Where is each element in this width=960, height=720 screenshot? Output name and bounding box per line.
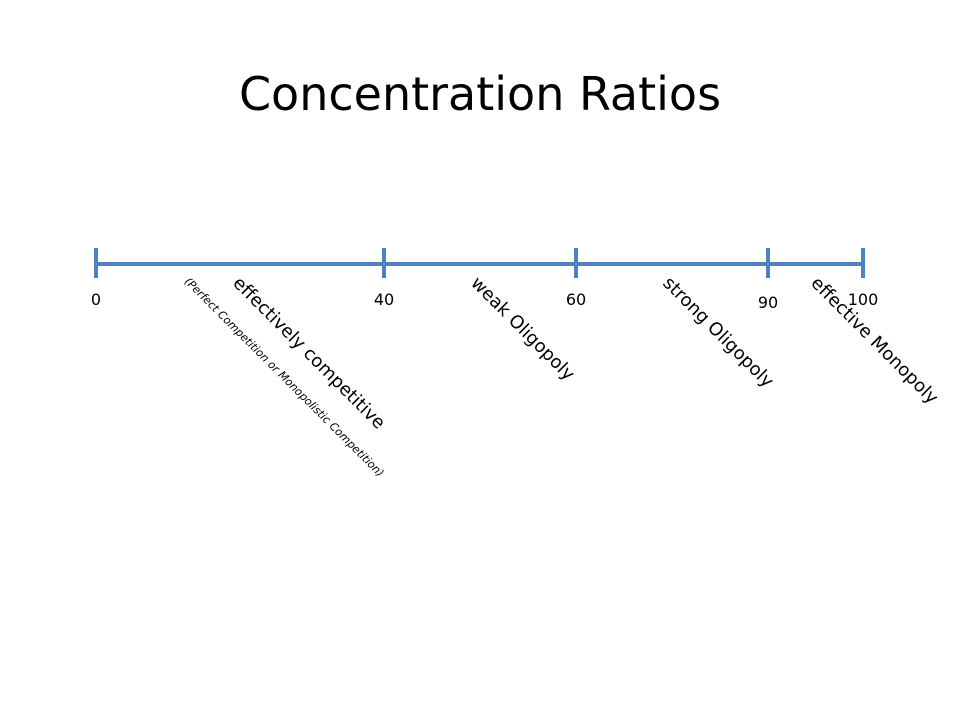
tick-label: 60	[566, 290, 586, 309]
number-line	[94, 248, 865, 278]
tick-label: 90	[758, 293, 778, 312]
tick-label: 40	[374, 290, 394, 309]
tick-label: 100	[848, 290, 879, 309]
slide-title: Concentration Ratios	[239, 67, 721, 121]
tick-label: 0	[91, 290, 101, 309]
